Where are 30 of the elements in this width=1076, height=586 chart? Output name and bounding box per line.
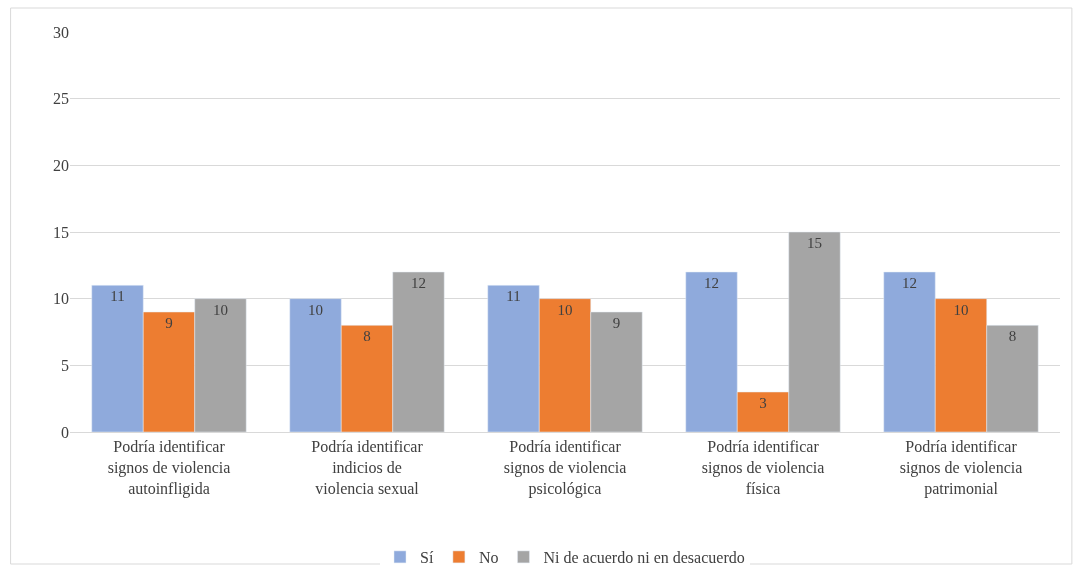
x-tick-label: Podría identificar signos de violencia autoinfligida [107,438,231,498]
data-label: 8 [1008,328,1017,345]
x-tick-label: Podría identificar signos de violencia física [701,438,825,497]
y-tick-label: 5 [61,356,69,374]
data-label: 12 [704,275,720,291]
data-label: 9 [165,315,173,331]
y-tick-label: 10 [53,290,69,308]
data-label: 9 [612,315,621,331]
data-label: 11 [110,288,125,305]
data-label: 8 [363,328,371,345]
data-label: 11 [506,288,521,305]
y-tick-label: 25 [53,90,69,108]
data-label: 12 [410,275,426,291]
y-tick-label: 0 [61,423,69,441]
data-label: 10 [953,301,969,318]
data-label: 10 [212,301,228,318]
data-label: 10 [557,301,573,318]
y-tick-label: 15 [53,223,69,241]
legend-label: No [478,549,499,567]
x-tick-label: Podría identificar signos de violencia psicológica [503,438,627,498]
data-label: 10 [308,301,324,318]
y-tick-label: 30 [53,23,69,41]
legend-label: Ni de acuerdo ni en desacuerdo [543,549,745,567]
x-tick-label: Podría identificar signos de violencia patrimonial [899,438,1023,498]
data-label: 12 [902,275,918,291]
data-label: 15 [806,235,822,251]
y-tick-label: 20 [53,156,69,174]
legend-label: Sí [420,549,434,567]
data-label: 3 [759,395,767,411]
x-tick-label: Podría identificar indicios de violencia sexual [311,438,424,497]
